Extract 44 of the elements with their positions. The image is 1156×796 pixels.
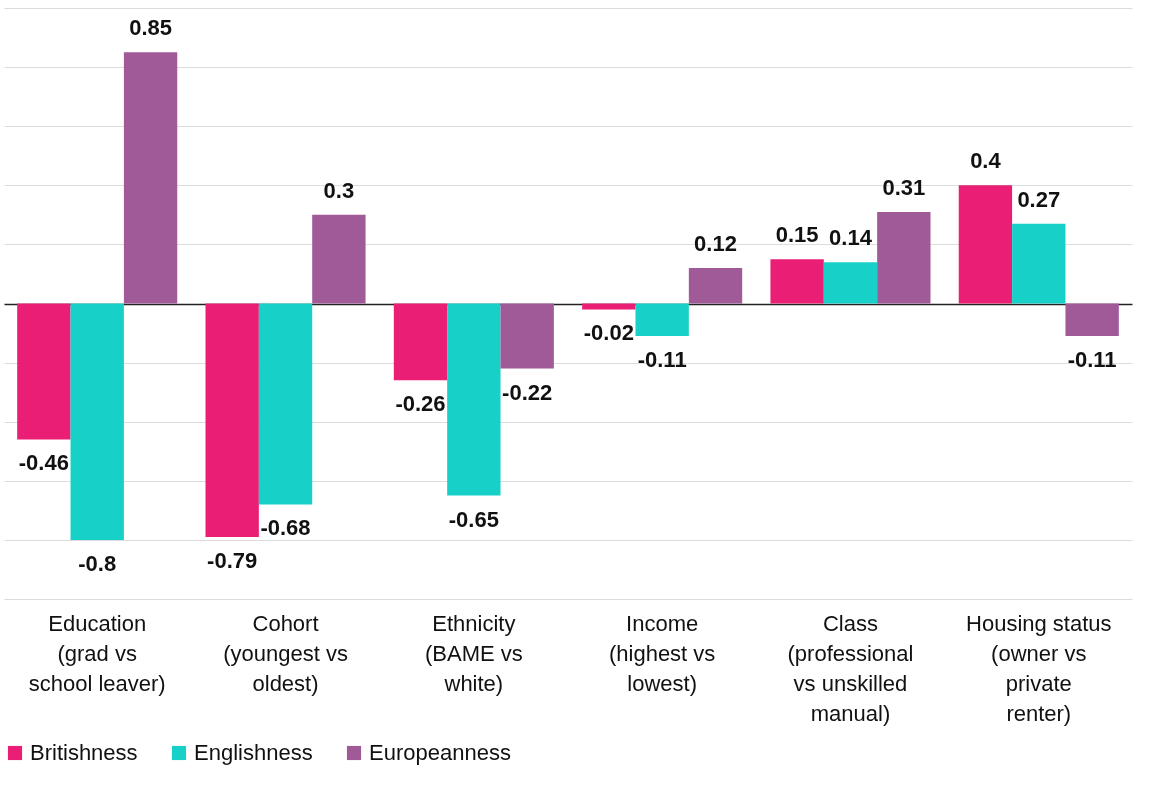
bar	[500, 303, 554, 369]
bar	[688, 268, 743, 304]
data-label: 0.31	[882, 174, 926, 200]
data-label: -0.11	[1067, 347, 1117, 373]
x-tick-label: Income (highest vs lowest)	[608, 610, 716, 696]
data-label: 0.4	[970, 148, 1002, 174]
data-label: -0.26	[395, 391, 446, 417]
x-tick-label: Ethnicity (BAME vs white)	[424, 610, 523, 696]
data-label: -0.46	[18, 450, 69, 476]
bar	[393, 303, 448, 381]
data-label: 0.3	[323, 177, 355, 203]
data-label: -0.79	[207, 547, 258, 573]
x-tick-label: Housing status (owner vs private renter)	[966, 610, 1112, 726]
bar	[312, 214, 366, 304]
data-label: -0.68	[260, 515, 311, 541]
bar	[258, 303, 313, 505]
data-label: 0.12	[694, 231, 737, 257]
bar	[823, 262, 878, 304]
bar	[1012, 223, 1066, 304]
bar	[205, 303, 259, 537]
bar	[877, 211, 931, 304]
bar	[17, 303, 71, 440]
data-label: -0.02	[583, 320, 634, 346]
data-label: -0.22	[502, 379, 553, 405]
bar	[770, 259, 824, 304]
data-label: 0.85	[129, 15, 172, 41]
x-tick-label: Class (professional vs unskilled manual)	[787, 610, 914, 726]
bar	[70, 303, 124, 540]
bar	[1065, 303, 1119, 336]
data-label: -0.8	[78, 550, 117, 576]
data-label: -0.11	[637, 347, 687, 373]
bar	[635, 303, 689, 336]
bar	[958, 185, 1013, 304]
bar	[447, 303, 501, 496]
data-label: 0.15	[775, 222, 819, 248]
x-tick-label: Education (grad vs school leaver)	[28, 610, 166, 696]
legend-label: Europeanness	[369, 740, 511, 765]
x-tick-label: Cohort (youngest vs oldest)	[223, 610, 348, 696]
legend-label: Englishness	[194, 740, 313, 765]
data-label: 0.14	[829, 225, 873, 251]
data-label: -0.65	[448, 506, 499, 532]
legend-label: Britishness	[30, 740, 138, 765]
bar	[123, 52, 178, 304]
data-label: 0.27	[1017, 186, 1061, 212]
